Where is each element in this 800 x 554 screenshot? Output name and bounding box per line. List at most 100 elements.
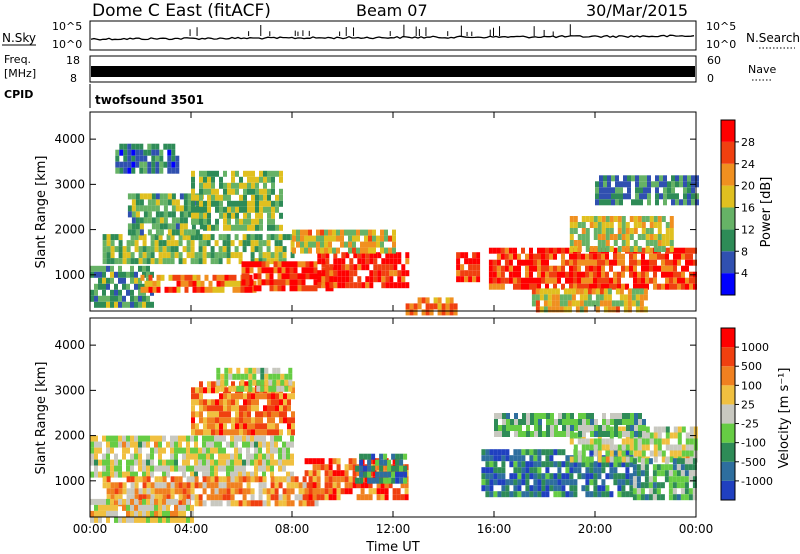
data-cell [219, 182, 223, 189]
data-cell [214, 258, 219, 265]
data-cell [280, 385, 285, 392]
data-cell [633, 216, 638, 222]
data-cell [170, 494, 175, 501]
data-cell [581, 473, 586, 480]
data-cell [693, 277, 697, 284]
data-cell [138, 283, 142, 290]
data-cell [380, 247, 384, 254]
data-cell [102, 498, 106, 505]
data-cell [602, 419, 606, 425]
data-cell [549, 479, 554, 486]
data-cell [555, 306, 560, 313]
data-cell [589, 438, 594, 445]
data-cell [130, 494, 135, 501]
data-cell [202, 234, 207, 241]
data-cell [348, 464, 353, 471]
data-cell [320, 235, 324, 242]
data-cell [275, 423, 279, 430]
data-cell [202, 476, 207, 483]
data-cell [615, 181, 619, 188]
data-cell [340, 470, 345, 477]
data-cell [174, 240, 179, 247]
data-cell [90, 435, 94, 442]
data-cell [106, 516, 110, 523]
data-cell [615, 175, 619, 182]
data-cell [190, 246, 195, 253]
data-cell [609, 228, 614, 234]
data-cell [621, 450, 626, 457]
data-cell [660, 470, 665, 477]
data-cell [603, 181, 607, 188]
data-cell [195, 229, 200, 236]
data-cell [98, 277, 102, 284]
data-cell [688, 464, 693, 471]
colorbar-tick-label: 8 [741, 245, 748, 258]
data-cell [316, 482, 321, 489]
data-cell [269, 285, 274, 292]
data-cell [142, 488, 147, 495]
data-cell [156, 280, 161, 287]
data-cell [300, 235, 304, 242]
data-cell [230, 453, 234, 460]
x-tick-label: 00:00 [679, 522, 714, 536]
data-cell [90, 510, 94, 517]
data-cell [605, 259, 609, 266]
data-cell [593, 438, 598, 445]
data-cell [561, 259, 565, 266]
data-cell [182, 471, 186, 478]
data-cell [344, 470, 349, 477]
data-cell [553, 271, 557, 278]
data-cell [611, 199, 615, 206]
data-cell [550, 431, 554, 437]
data-cell [190, 453, 194, 460]
data-cell [571, 300, 576, 307]
data-cell [569, 253, 573, 260]
data-cell [236, 367, 241, 374]
data-cell [283, 393, 287, 400]
data-cell [529, 449, 534, 456]
data-cell [162, 435, 166, 442]
data-cell [627, 193, 631, 200]
data-cell [162, 498, 166, 505]
data-cell [174, 252, 179, 259]
data-cell [570, 419, 574, 425]
data-cell [170, 488, 175, 495]
data-cell [158, 482, 163, 489]
data-cell [271, 429, 275, 436]
data-cell [266, 240, 271, 247]
data-cell [577, 253, 581, 260]
data-cell [665, 234, 670, 240]
data-cell [270, 441, 274, 448]
data-cell [629, 216, 634, 222]
data-cell [597, 246, 602, 252]
data-cell [673, 277, 677, 284]
data-cell [199, 182, 203, 189]
data-cell [218, 234, 223, 241]
data-cell [243, 417, 247, 424]
data-cell [198, 482, 203, 489]
data-cell [692, 494, 697, 501]
data-cell [94, 435, 98, 442]
data-cell [629, 479, 634, 486]
data-cell [190, 494, 195, 501]
data-cell [238, 471, 242, 478]
data-cell [275, 399, 279, 406]
data-cell [118, 277, 122, 284]
data-cell [282, 453, 286, 460]
data-cell [669, 228, 674, 234]
data-cell [493, 473, 498, 480]
data-cell [368, 482, 373, 489]
data-cell [649, 438, 654, 445]
data-cell [489, 455, 494, 462]
data-cell [500, 247, 505, 254]
data-cell [641, 438, 646, 445]
data-cell [599, 199, 603, 206]
data-cell [175, 217, 180, 224]
data-cell [625, 265, 629, 272]
data-cell [239, 176, 243, 183]
data-cell [665, 240, 670, 246]
data-cell [635, 175, 639, 182]
data-cell [673, 444, 678, 451]
data-cell [312, 482, 317, 489]
